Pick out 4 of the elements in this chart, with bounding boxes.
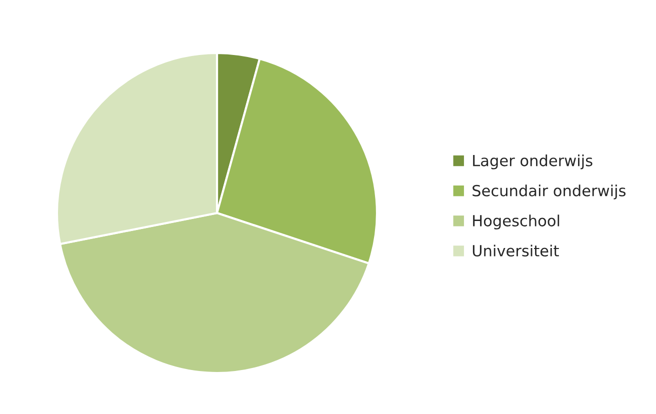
legend-label: Secundair onderwijs	[472, 184, 626, 200]
legend-label: Lager onderwijs	[473, 154, 592, 170]
legend-label: Hogeschool	[473, 214, 560, 230]
legend-label: Universiteit	[472, 244, 559, 257]
